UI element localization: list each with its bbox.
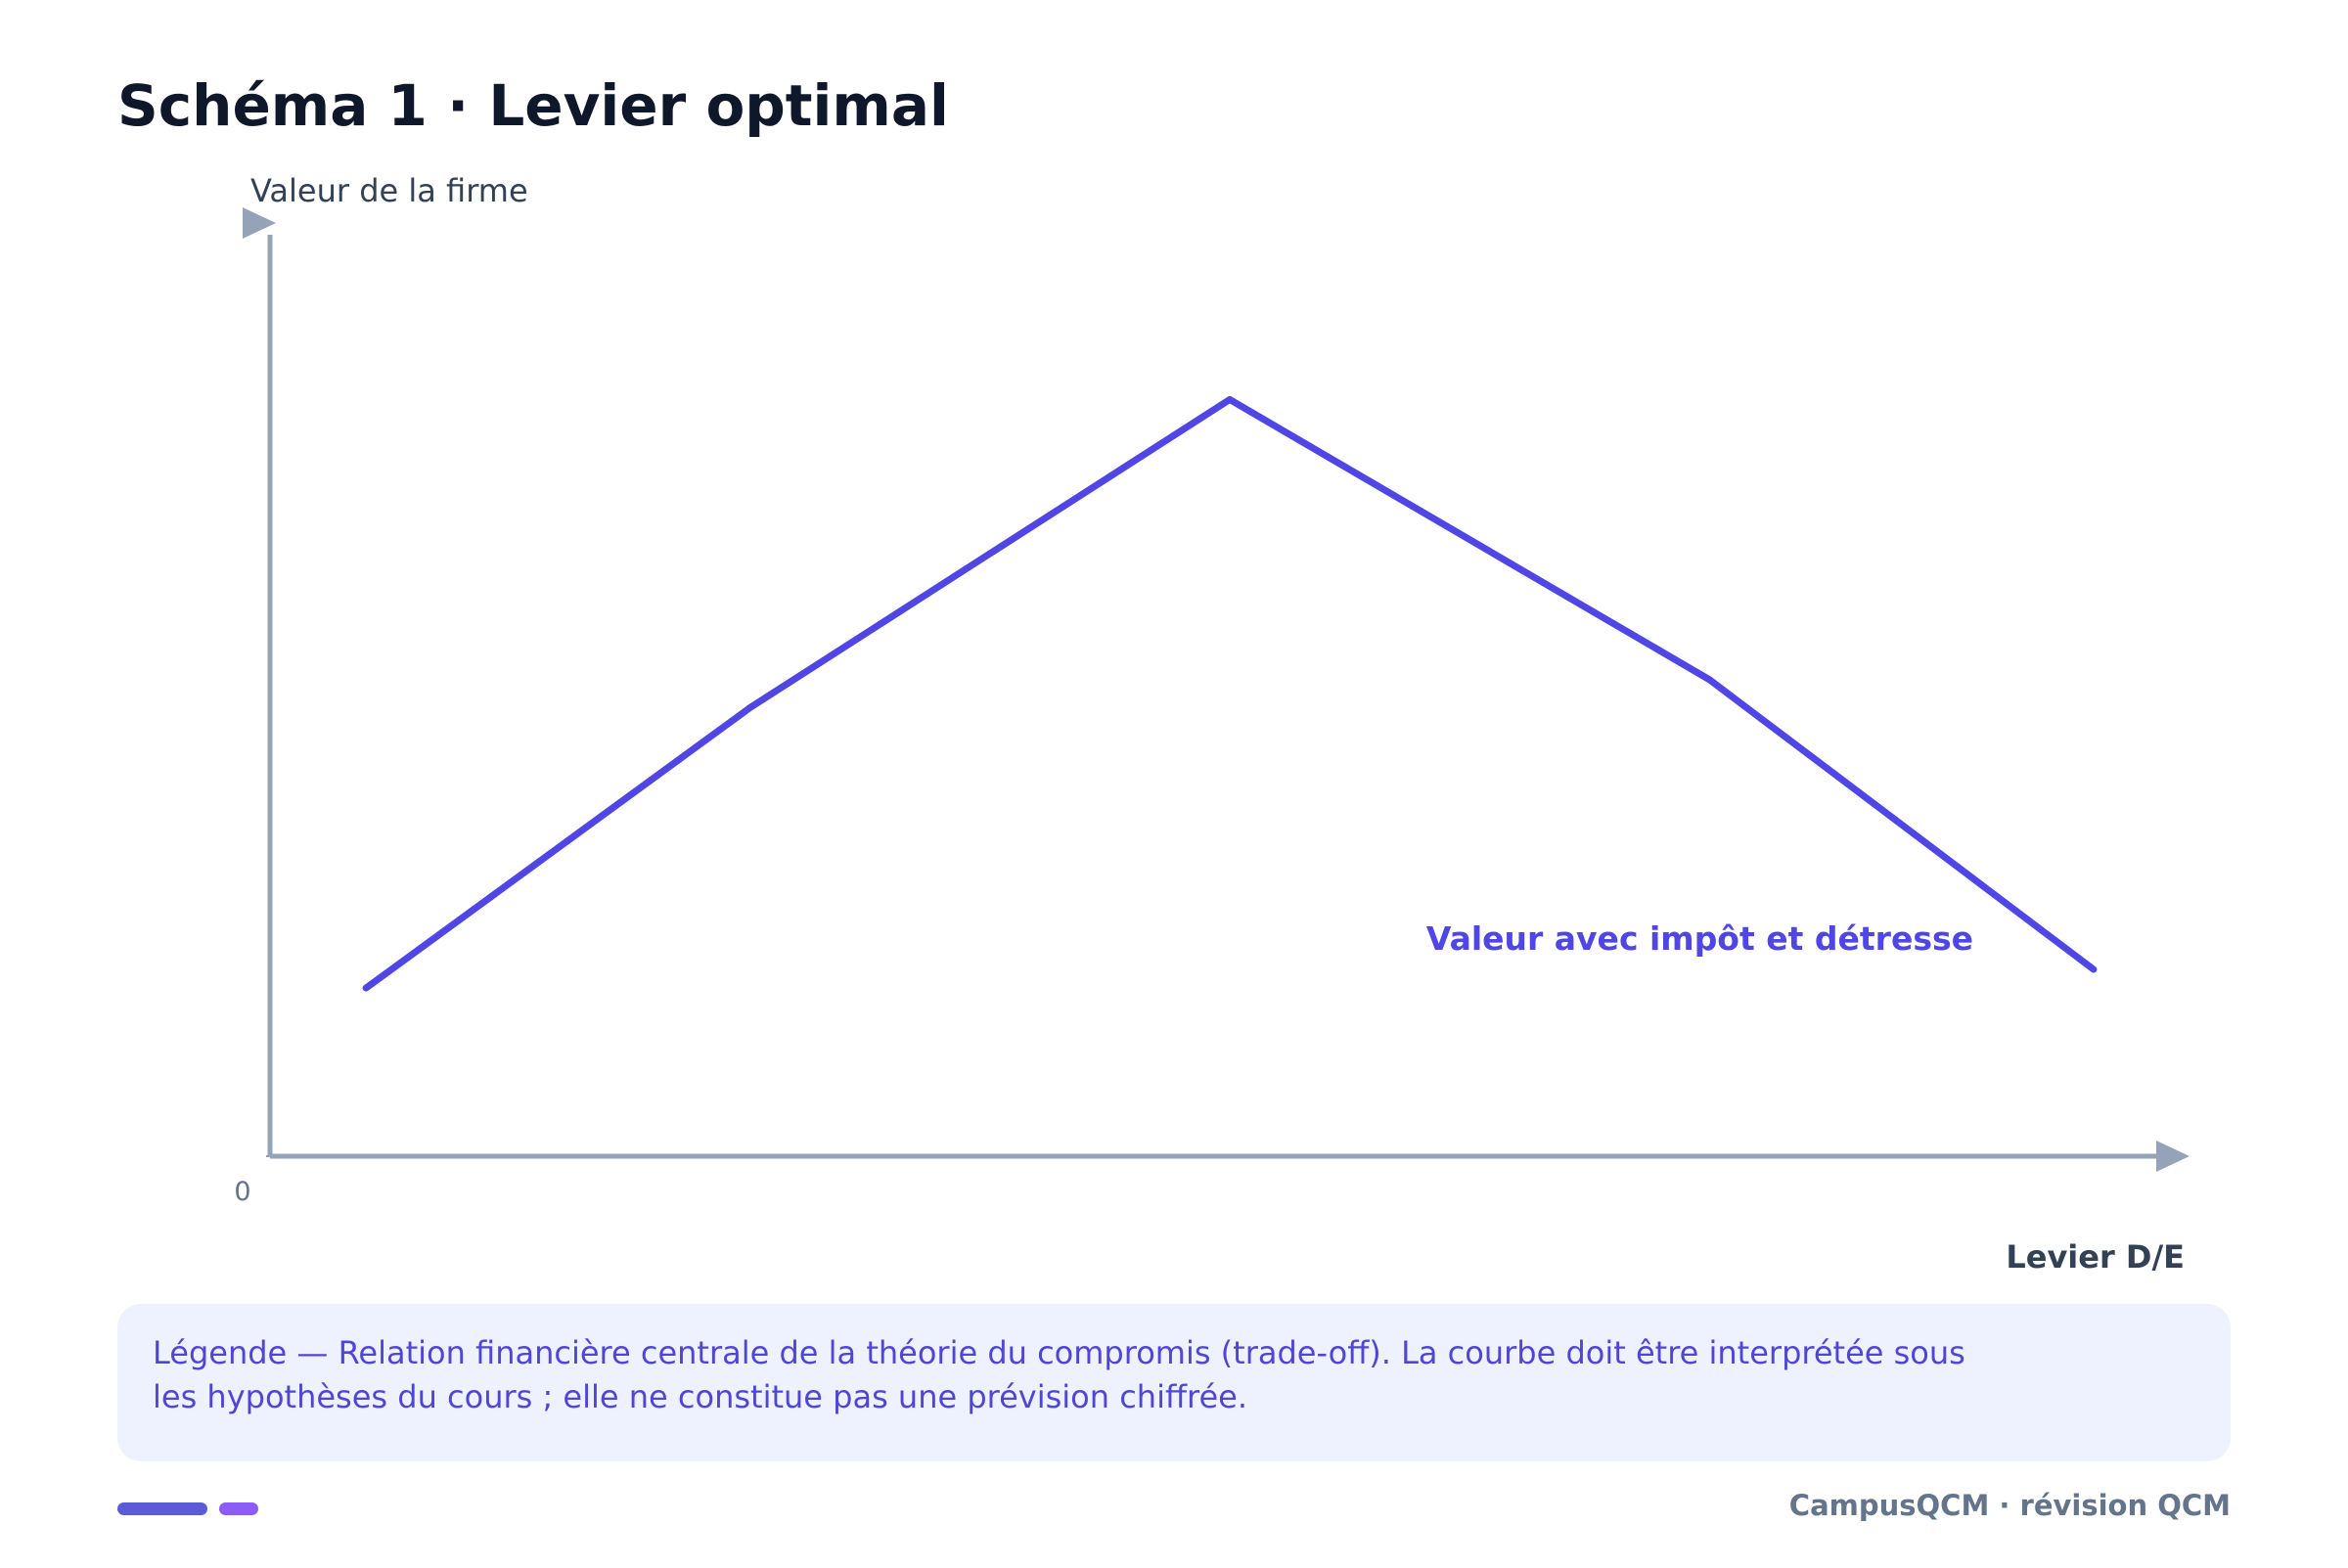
footer-pill [219, 1502, 258, 1515]
series-label: Valeur avec impôt et détresse [1426, 919, 1973, 958]
x-axis-arrow [2156, 1141, 2190, 1172]
caption-box: Légende — Relation financière centrale d… [117, 1304, 2231, 1461]
y-tick-label: 0 [234, 1177, 250, 1207]
y-axis-arrow [243, 207, 276, 239]
caption: Légende — Relation financière centrale d… [153, 1334, 1965, 1415]
chart-title: Schéma 1 · Levier optimal [117, 72, 949, 139]
footer: CampusQCM · révision QCM [1788, 1489, 2231, 1522]
y-axis-label: Valeur de la firme [250, 172, 528, 209]
footer-pill [117, 1502, 207, 1515]
series-line [362, 395, 2098, 992]
x-axis-label: Levier D/E [2006, 1238, 2185, 1276]
